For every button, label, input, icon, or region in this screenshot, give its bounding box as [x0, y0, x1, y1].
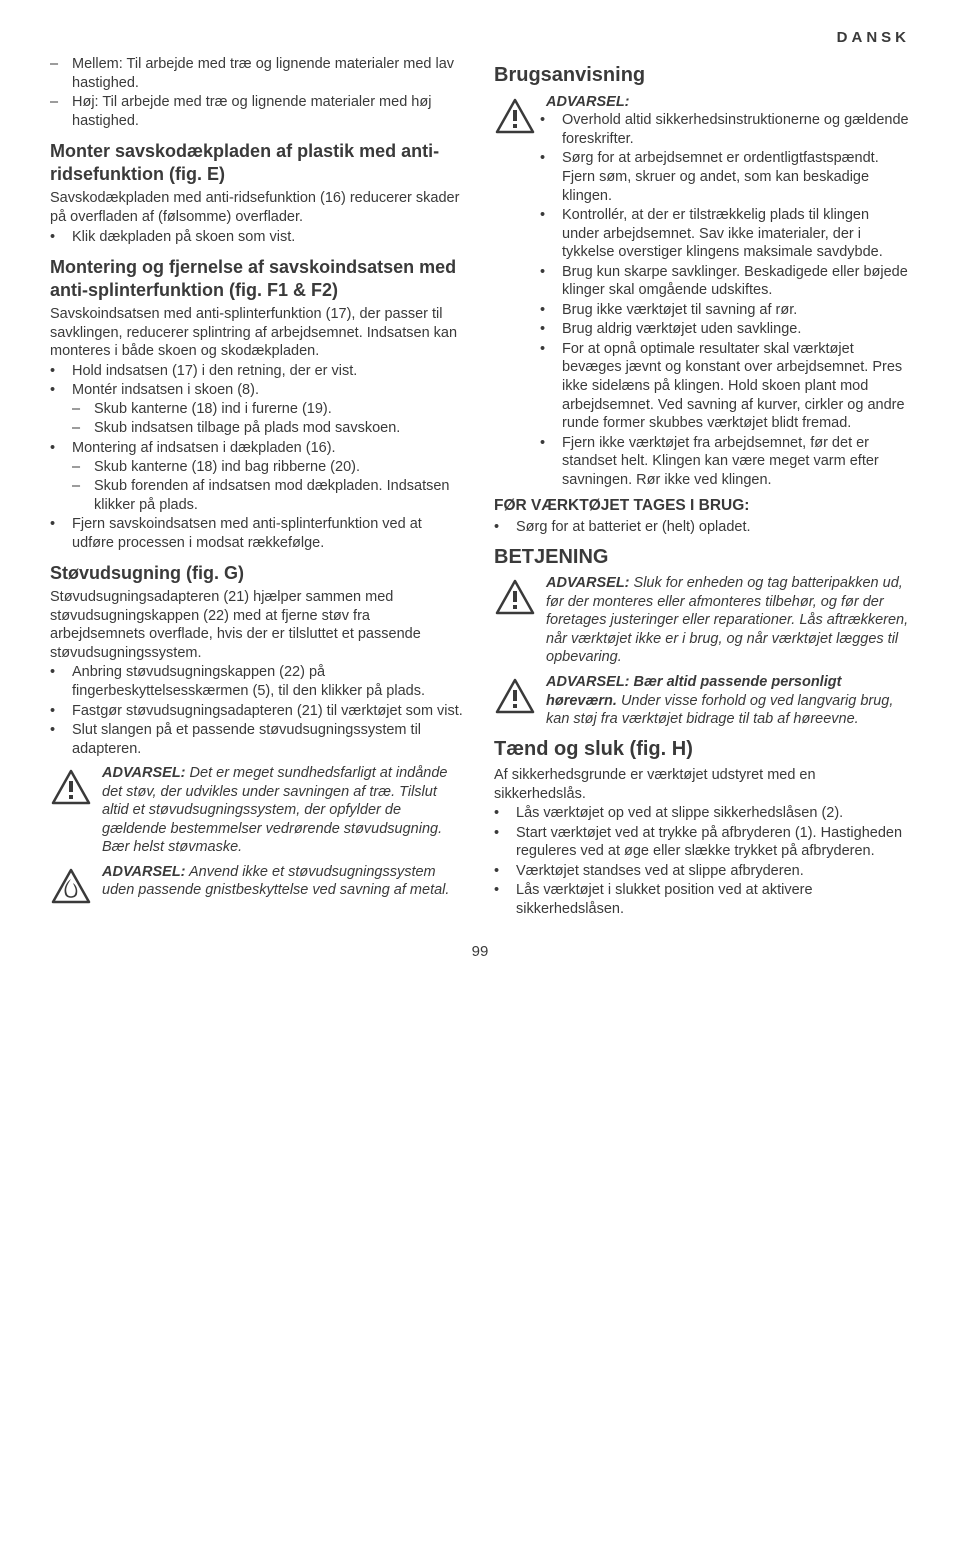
list-item: Brug aldrig værktøjet uden savklinge. [562, 320, 910, 339]
paragraph: Savskodækpladen med anti-ridsefunktion (… [50, 189, 466, 226]
list-item: Mellem: Til arbejde med træ og lignende … [72, 55, 466, 92]
warning-block: ADVARSEL: Bær altid passende personligt … [494, 673, 910, 729]
list-item: Skub indsatsen tilbage på plads mod savs… [94, 419, 466, 438]
list-item: Skub kanterne (18) ind bag ribberne (20)… [94, 458, 466, 477]
section-heading: BETJENING [494, 545, 910, 571]
section-heading: Montering og fjernelse af savskoindsatse… [50, 256, 466, 302]
section-heading: Brugsanvisning [494, 63, 910, 89]
left-column: Mellem: Til arbejde med træ og lignende … [50, 55, 466, 919]
warning-block: ADVARSEL: Anvend ikke et støvudsugningss… [50, 863, 466, 909]
warning-text: ADVARSEL: Bær altid passende personligt … [546, 673, 910, 729]
warning-block: ADVARSEL: Sluk for enheden og tag batter… [494, 574, 910, 667]
two-column-layout: Mellem: Til arbejde med træ og lignende … [50, 55, 910, 919]
list-item: Sørg for at batteriet er (helt) opladet. [516, 518, 910, 537]
list-item: Slut slangen på et passende støvudsugnin… [72, 721, 466, 758]
section-heading: Støvudsugning (fig. G) [50, 562, 466, 585]
list-item: Fjern ikke værktøjet fra arbejdsemnet, f… [562, 434, 910, 490]
paragraph: Støvudsugningsadapteren (21) hjælper sam… [50, 588, 466, 662]
warning-icon [494, 97, 536, 135]
warning-block: ADVARSEL: Overhold altid sikkerhedsinstr… [494, 93, 910, 490]
list-item: Skub forenden af indsatsen mod dækpladen… [94, 477, 466, 514]
warning-text: ADVARSEL: Sluk for enheden og tag batter… [546, 574, 910, 667]
bullet-list: Sørg for at batteriet er (helt) opladet. [494, 518, 910, 537]
fire-icon [50, 867, 92, 909]
warning-label: ADVARSEL: [102, 765, 186, 781]
section-heading: Monter savskodækpladen af plastik med an… [50, 140, 466, 186]
language-header: DANSK [50, 28, 910, 47]
list-item: Start værktøjet ved at trykke på afbryde… [516, 824, 910, 861]
paragraph: Savskoindsatsen med anti-splinterfunktio… [50, 305, 466, 361]
warning-text: ADVARSEL: Det er meget sundhedsfarligt a… [102, 764, 466, 857]
right-column: Brugsanvisning ADVARSEL: Overhold altid … [494, 55, 910, 919]
list-item: Fastgør støvudsugningsadapteren (21) til… [72, 702, 466, 721]
list-item: Brug kun skarpe savklinger. Beskadigede … [562, 263, 910, 300]
list-item: Montering af indsatsen i dækpladen (16).… [72, 439, 466, 514]
warning-icon [50, 768, 92, 806]
list-item: Overhold altid sikkerhedsinstruktionerne… [562, 111, 910, 148]
warning-label: ADVARSEL: [102, 864, 186, 880]
list-item: Fjern savskoindsatsen med anti-splinterf… [72, 515, 466, 552]
list-item: Lås værktøjet op ved at slippe sikkerhed… [516, 804, 910, 823]
page-number: 99 [50, 942, 910, 961]
list-item: Høj: Til arbejde med træ og lignende mat… [72, 93, 466, 130]
warning-bullet-list: Overhold altid sikkerhedsinstruktionerne… [546, 111, 910, 489]
bullet-list: Lås værktøjet op ved at slippe sikkerhed… [494, 804, 910, 918]
section-heading: Tænd og sluk (fig. H) [494, 737, 910, 763]
bullet-list: Anbring støvudsugningskappen (22) på fin… [50, 663, 466, 758]
warning-block: ADVARSEL: Det er meget sundhedsfarligt a… [50, 764, 466, 857]
list-item: Hold indsatsen (17) i den retning, der e… [72, 362, 466, 381]
warning-text: ADVARSEL: Anvend ikke et støvudsugningss… [102, 863, 466, 900]
intro-list: Mellem: Til arbejde med træ og lignende … [50, 55, 466, 130]
list-item: Lås værktøjet i slukket position ved at … [516, 881, 910, 918]
bullet-list: Hold indsatsen (17) i den retning, der e… [50, 362, 466, 552]
list-item-text: Montering af indsatsen i dækpladen (16). [72, 440, 336, 456]
list-item: Værktøjet standses ved at slippe afbryde… [516, 862, 910, 881]
list-item: Kontrollér, at der er tilstrækkelig plad… [562, 206, 910, 262]
warning-icon [494, 677, 536, 715]
paragraph: Af sikkerhedsgrunde er værktøjet udstyre… [494, 766, 910, 803]
warning-icon [494, 578, 536, 616]
warning-label: ADVARSEL: [546, 575, 630, 591]
warning-label: ADVARSEL: [546, 93, 910, 112]
sub-list: Skub kanterne (18) ind bag ribberne (20)… [72, 458, 466, 515]
list-item: Montér indsatsen i skoen (8). Skub kante… [72, 381, 466, 438]
sub-heading: FØR VÆRKTØJET TAGES I BRUG: [494, 496, 910, 516]
list-item: Anbring støvudsugningskappen (22) på fin… [72, 663, 466, 700]
sub-list: Skub kanterne (18) ind i furerne (19). S… [72, 400, 466, 438]
list-item-text: Montér indsatsen i skoen (8). [72, 382, 259, 398]
list-item: Sørg for at arbejdsemnet er ordentligtfa… [562, 149, 910, 205]
list-item: Brug ikke værktøjet til savning af rør. [562, 301, 910, 320]
list-item: Klik dækpladen på skoen som vist. [72, 228, 466, 247]
warning-text: ADVARSEL: Overhold altid sikkerhedsinstr… [546, 93, 910, 490]
bullet-list: Klik dækpladen på skoen som vist. [50, 228, 466, 247]
list-item: For at opnå optimale resultater skal vær… [562, 340, 910, 433]
list-item: Skub kanterne (18) ind i furerne (19). [94, 400, 466, 419]
